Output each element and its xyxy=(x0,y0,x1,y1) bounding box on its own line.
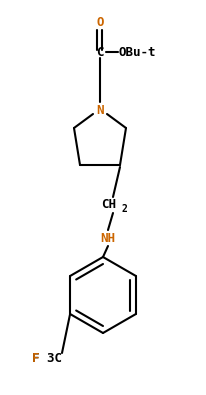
Text: F: F xyxy=(32,352,39,365)
Text: N: N xyxy=(96,103,103,117)
Text: O: O xyxy=(96,15,103,28)
Text: CH: CH xyxy=(101,199,116,211)
Text: 2: 2 xyxy=(121,204,127,214)
Text: NH: NH xyxy=(100,231,115,245)
Text: F 3C: F 3C xyxy=(32,352,62,365)
Text: C: C xyxy=(96,45,103,58)
Text: OBu-t: OBu-t xyxy=(118,45,156,58)
